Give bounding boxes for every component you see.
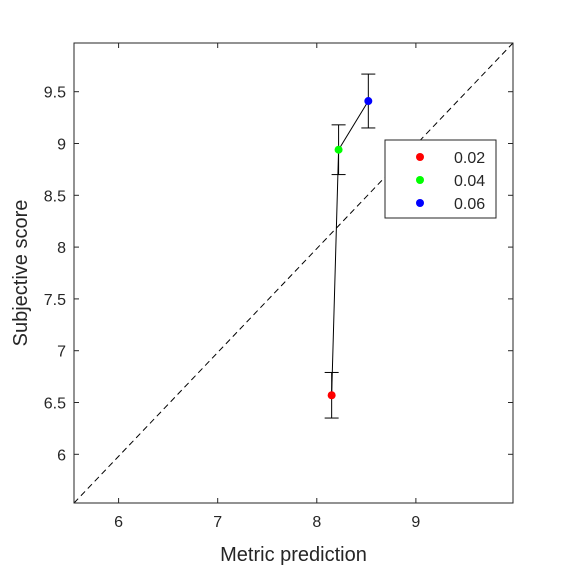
y-tick-label: 7: [57, 344, 66, 361]
x-tick-label: 6: [114, 514, 123, 531]
legend-marker: [416, 153, 424, 161]
legend-label: 0.06: [454, 196, 485, 213]
y-tick-label: 9.5: [44, 85, 66, 102]
legend-marker: [416, 199, 424, 207]
data-point-0-02: [327, 391, 336, 400]
y-tick-label: 9: [57, 136, 66, 153]
reference-diagonal-line: [73, 42, 514, 504]
legend-box: [384, 139, 497, 219]
x-axis-label: Metric prediction: [220, 544, 367, 566]
x-tick-label: 8: [312, 514, 321, 531]
legend-label: 0.04: [454, 173, 485, 190]
y-tick-label: 7.5: [44, 292, 66, 309]
data-point-0-04: [334, 145, 343, 154]
x-tick-label: 7: [213, 514, 222, 531]
legend: 0.02 0.04 0.06: [384, 139, 497, 219]
x-tick-label: 9: [411, 514, 420, 531]
plot-frame: [73, 42, 514, 504]
y-tick-label: 6.5: [44, 396, 66, 413]
legend-marker: [416, 176, 424, 184]
data-point-0-06: [364, 97, 373, 106]
y-axis-label: Subjective score: [10, 200, 32, 347]
y-tick-label: 8: [57, 240, 66, 257]
y-tick-label: 6: [57, 447, 66, 464]
y-tick-label: 8.5: [44, 188, 66, 205]
legend-label: 0.02: [454, 150, 485, 167]
